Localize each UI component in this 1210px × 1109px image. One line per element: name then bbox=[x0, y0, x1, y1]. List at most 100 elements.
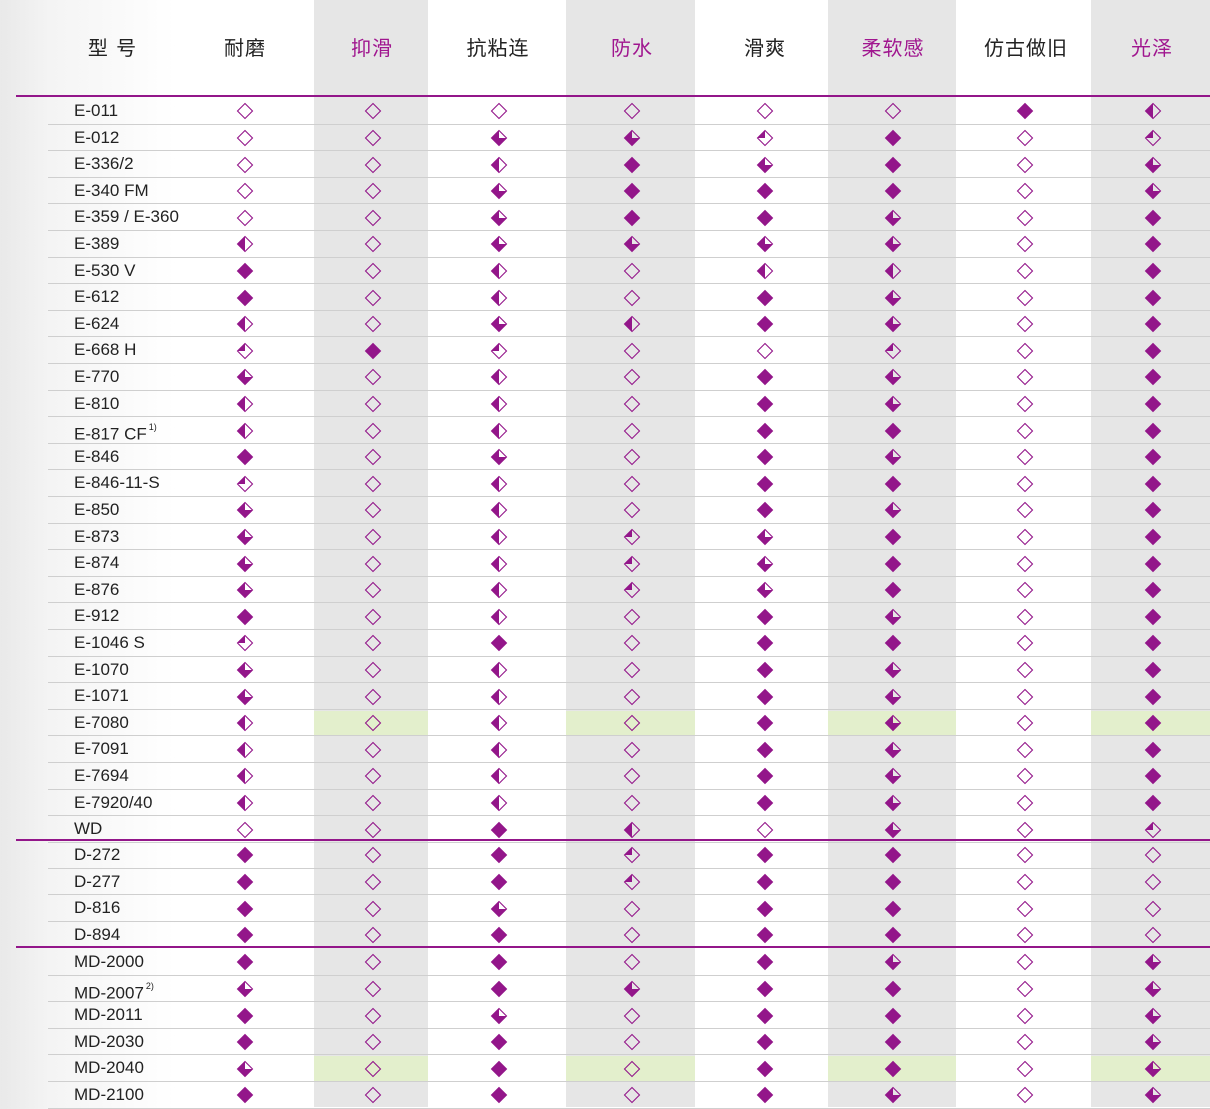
row-divider bbox=[48, 628, 1210, 630]
column-stripe bbox=[314, 0, 428, 1107]
full-diamond-icon bbox=[883, 421, 903, 441]
three-quarter-filled-diamond-icon bbox=[883, 394, 903, 414]
empty-diamond-icon bbox=[1015, 367, 1035, 387]
model-code-text: E-612 bbox=[74, 287, 120, 307]
empty-diamond-icon bbox=[622, 1032, 642, 1052]
full-diamond-icon bbox=[1143, 500, 1163, 520]
table-row: E-7920/40 bbox=[48, 790, 1210, 817]
full-diamond-icon bbox=[755, 872, 775, 892]
empty-diamond-icon bbox=[363, 820, 383, 840]
full-diamond-icon bbox=[489, 845, 509, 865]
empty-diamond-icon bbox=[1015, 713, 1035, 733]
table-row: E-7080 bbox=[48, 710, 1210, 737]
model-code-text: E-1046 S bbox=[74, 633, 145, 652]
half-filled-diamond-icon bbox=[235, 793, 255, 813]
three-quarter-filled-diamond-icon bbox=[489, 1006, 509, 1026]
quarter-filled-diamond-icon bbox=[489, 341, 509, 361]
table-row: E-359 / E-360 bbox=[48, 204, 1210, 231]
model-code: E-530 V bbox=[74, 258, 135, 285]
empty-diamond-icon bbox=[1015, 421, 1035, 441]
empty-diamond-icon bbox=[1015, 872, 1035, 892]
three-quarter-filled-diamond-icon bbox=[883, 314, 903, 334]
full-diamond-icon bbox=[1143, 261, 1163, 281]
empty-diamond-icon bbox=[363, 687, 383, 707]
table-row: MD-2011 bbox=[48, 1002, 1210, 1029]
three-quarter-filled-diamond-icon bbox=[755, 554, 775, 574]
row-divider bbox=[48, 894, 1210, 896]
table-row: E-340 FM bbox=[48, 178, 1210, 205]
model-code: E-846 bbox=[74, 444, 119, 471]
full-diamond-icon bbox=[235, 1006, 255, 1026]
quarter-filled-diamond-icon bbox=[622, 580, 642, 600]
model-code: E-389 bbox=[74, 231, 119, 258]
empty-diamond-icon bbox=[1015, 845, 1035, 865]
table-row: E-1070 bbox=[48, 657, 1210, 684]
half-filled-diamond-icon bbox=[622, 314, 642, 334]
model-code-text: D-816 bbox=[74, 898, 121, 918]
model-code: E-336/2 bbox=[74, 151, 134, 178]
empty-diamond-icon bbox=[1015, 128, 1035, 148]
full-diamond-icon bbox=[883, 899, 903, 919]
three-quarter-filled-diamond-icon bbox=[1143, 181, 1163, 201]
empty-diamond-icon bbox=[622, 1085, 642, 1105]
empty-diamond-icon bbox=[363, 1006, 383, 1026]
half-filled-diamond-icon bbox=[235, 766, 255, 786]
header-smooth-feel: 滑爽 bbox=[744, 36, 786, 60]
row-divider bbox=[48, 815, 1210, 817]
half-filled-diamond-icon bbox=[489, 500, 509, 520]
table-row: MD-2007 2) bbox=[48, 976, 1210, 1002]
model-code-text: E-850 bbox=[74, 500, 120, 519]
full-diamond-icon bbox=[1143, 687, 1163, 707]
quarter-filled-diamond-icon bbox=[235, 341, 255, 361]
empty-diamond-icon bbox=[1015, 660, 1035, 680]
full-diamond-icon bbox=[883, 845, 903, 865]
empty-diamond-icon bbox=[622, 447, 642, 467]
empty-diamond-icon bbox=[363, 421, 383, 441]
full-diamond-icon bbox=[755, 1006, 775, 1026]
table-row: E-612 bbox=[48, 284, 1210, 311]
half-filled-diamond-icon bbox=[235, 314, 255, 334]
half-filled-diamond-icon bbox=[489, 421, 509, 441]
three-quarter-filled-diamond-icon bbox=[1143, 1059, 1163, 1079]
full-diamond-icon bbox=[883, 1006, 903, 1026]
empty-diamond-icon bbox=[363, 660, 383, 680]
table-row: D-272 bbox=[48, 842, 1210, 869]
row-divider bbox=[48, 229, 1210, 231]
empty-diamond-icon bbox=[622, 607, 642, 627]
empty-diamond-icon bbox=[363, 952, 383, 972]
empty-diamond-icon bbox=[622, 633, 642, 653]
model-code-text: E-846-11-S bbox=[74, 473, 160, 493]
three-quarter-filled-diamond-icon bbox=[622, 979, 642, 999]
empty-diamond-icon bbox=[622, 660, 642, 680]
empty-diamond-icon bbox=[363, 128, 383, 148]
empty-diamond-icon bbox=[1015, 181, 1035, 201]
three-quarter-filled-diamond-icon bbox=[883, 820, 903, 840]
three-quarter-filled-diamond-icon bbox=[755, 155, 775, 175]
row-divider bbox=[48, 549, 1210, 551]
full-diamond-icon bbox=[755, 181, 775, 201]
three-quarter-filled-diamond-icon bbox=[883, 766, 903, 786]
full-diamond-icon bbox=[883, 128, 903, 148]
full-diamond-icon bbox=[755, 925, 775, 945]
group-divider bbox=[16, 946, 1210, 948]
model-code: D-272 bbox=[74, 842, 120, 869]
model-code-text: E-011 bbox=[74, 101, 119, 120]
half-filled-diamond-icon bbox=[489, 527, 509, 547]
full-diamond-icon bbox=[1143, 580, 1163, 600]
full-diamond-icon bbox=[755, 208, 775, 228]
table-header: 型 号 耐磨 抑滑 抗粘连 防水 滑爽 柔软感 仿古做旧 光泽 bbox=[0, 0, 1210, 96]
quarter-filled-diamond-icon bbox=[622, 872, 642, 892]
empty-diamond-icon bbox=[755, 341, 775, 361]
quarter-filled-diamond-icon bbox=[883, 341, 903, 361]
full-diamond-icon bbox=[755, 314, 775, 334]
full-diamond-icon bbox=[489, 1059, 509, 1079]
three-quarter-filled-diamond-icon bbox=[755, 234, 775, 254]
footnote-marker: 2) bbox=[145, 980, 154, 991]
empty-diamond-icon bbox=[622, 474, 642, 494]
half-filled-diamond-icon bbox=[489, 687, 509, 707]
full-diamond-icon bbox=[755, 394, 775, 414]
empty-diamond-icon bbox=[363, 554, 383, 574]
quarter-filled-diamond-icon bbox=[622, 554, 642, 574]
empty-diamond-icon bbox=[622, 101, 642, 121]
header-anti-slip: 抑滑 bbox=[351, 36, 393, 60]
